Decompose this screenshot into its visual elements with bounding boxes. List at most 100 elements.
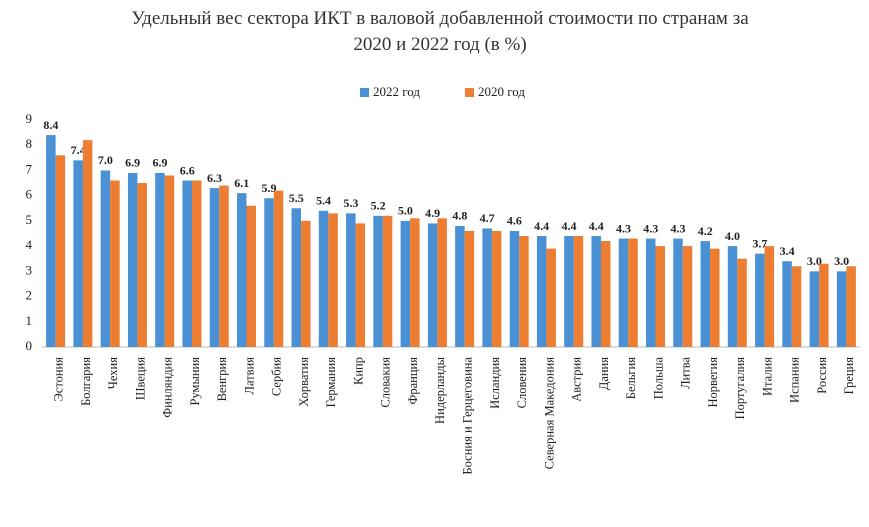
x-tick-label: Сербия xyxy=(270,357,284,396)
value-label: 5.9 xyxy=(262,181,277,195)
value-label: 4.3 xyxy=(643,221,658,235)
y-tick-label: 4 xyxy=(26,237,33,252)
value-label: 5.2 xyxy=(371,199,386,213)
bar xyxy=(410,218,420,347)
bar xyxy=(464,230,475,347)
x-tick-label: Австрия xyxy=(570,357,584,402)
value-label: 4.3 xyxy=(616,221,631,235)
value-label: 4.6 xyxy=(507,214,522,228)
value-label: 6.1 xyxy=(234,176,249,190)
value-label: 4.4 xyxy=(589,219,604,233)
bar xyxy=(182,180,192,347)
bar xyxy=(546,248,556,347)
x-tick-label: Россия xyxy=(815,357,829,394)
chart-title: Удельный вес сектора ИКТ в валовой добав… xyxy=(131,8,749,55)
bar xyxy=(291,208,302,347)
bar xyxy=(110,180,120,347)
value-label: 6.9 xyxy=(125,156,140,170)
value-label: 4.4 xyxy=(561,219,576,233)
bar xyxy=(237,193,247,347)
x-tick-label: Германия xyxy=(324,357,338,408)
bar xyxy=(155,172,165,347)
value-label: 4.4 xyxy=(534,219,549,233)
y-tick-label: 3 xyxy=(26,262,33,277)
bar xyxy=(618,238,629,347)
x-tick-label: Польша xyxy=(651,357,665,400)
bar xyxy=(509,230,520,347)
x-tick-label: Болгария xyxy=(79,357,93,406)
x-tick-label: Хорватия xyxy=(297,357,311,407)
x-tick-label: Финляндия xyxy=(161,357,175,418)
bar xyxy=(55,155,66,347)
legend-label: 2020 год xyxy=(478,84,525,99)
bar xyxy=(82,140,93,347)
bar xyxy=(727,246,738,347)
value-label: 4.9 xyxy=(425,206,440,220)
value-label: 3.7 xyxy=(752,236,767,250)
bar xyxy=(455,225,465,347)
bar xyxy=(100,170,111,347)
x-tick-label: Чехия xyxy=(106,357,120,389)
bar xyxy=(682,246,693,347)
bar xyxy=(355,223,366,347)
bar xyxy=(273,190,284,347)
x-tick-label: Швеция xyxy=(133,357,147,400)
value-label: 8.4 xyxy=(43,118,58,132)
value-label: 4.7 xyxy=(480,211,495,225)
bar xyxy=(646,238,656,347)
x-tick-label: Эстония xyxy=(52,357,66,402)
value-label: 5.4 xyxy=(316,194,331,208)
bar xyxy=(836,271,847,347)
value-label: 4.2 xyxy=(698,224,713,238)
x-tick-label: Литва xyxy=(679,357,693,389)
bar xyxy=(209,188,220,347)
y-tick-label: 5 xyxy=(26,212,33,227)
x-tick-label: Кипр xyxy=(351,357,365,385)
bar xyxy=(437,218,447,347)
x-tick-label: Норвегия xyxy=(706,357,720,408)
bar xyxy=(737,258,747,347)
bar xyxy=(264,198,274,347)
x-tick-label: Бельгия xyxy=(624,357,638,399)
x-tick-label: Португалия xyxy=(733,357,747,420)
x-tick-label: Словения xyxy=(515,357,529,409)
bar xyxy=(491,230,502,347)
bar xyxy=(591,236,601,347)
x-tick-label: Италия xyxy=(760,357,774,396)
value-label: 3.4 xyxy=(780,244,795,258)
y-tick-label: 1 xyxy=(26,313,33,328)
bar xyxy=(782,261,792,347)
y-tick-label: 7 xyxy=(26,161,33,176)
bar xyxy=(301,220,311,347)
value-label: 7.4 xyxy=(71,143,86,157)
legend-swatch xyxy=(465,88,474,97)
x-tick-label: Дания xyxy=(597,357,611,390)
bar xyxy=(519,236,529,347)
bar xyxy=(164,175,175,347)
bar xyxy=(819,263,829,347)
y-tick-label: 8 xyxy=(26,136,33,151)
bar xyxy=(791,266,802,347)
value-label: 5.3 xyxy=(343,196,358,210)
bar xyxy=(73,160,83,347)
bar xyxy=(373,215,383,347)
bar xyxy=(400,220,411,347)
bar xyxy=(536,236,547,347)
y-tick-label: 0 xyxy=(26,338,33,353)
bar xyxy=(346,213,356,347)
bar xyxy=(382,215,393,347)
legend-swatch xyxy=(360,88,369,97)
bar xyxy=(600,241,611,347)
bar xyxy=(846,266,856,347)
x-tick-label: Исландия xyxy=(488,357,502,409)
bar xyxy=(755,253,765,347)
bar xyxy=(328,213,338,347)
bar xyxy=(482,228,492,347)
bar xyxy=(673,238,683,347)
legend-label: 2022 год xyxy=(373,84,420,99)
bar xyxy=(809,271,820,347)
bar xyxy=(191,180,202,347)
value-label: 5.5 xyxy=(289,191,304,205)
